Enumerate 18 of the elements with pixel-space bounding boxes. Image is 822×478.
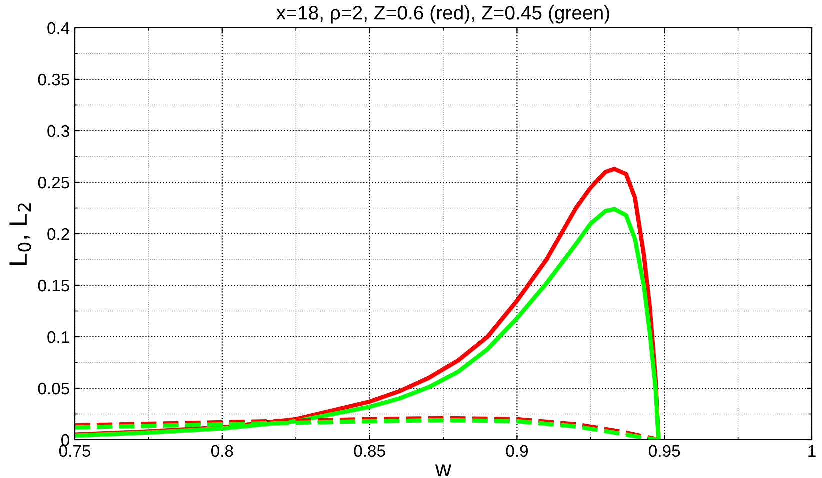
x-tick-label: 0.8 [211, 445, 234, 458]
y-tick-label: 0.4 [48, 22, 70, 34]
y-tick-label: 0.25 [38, 176, 70, 189]
x-tick-label: 0.9 [506, 445, 528, 458]
y-tick-label: 0 [62, 434, 70, 446]
x-tick-label: 0.85 [354, 445, 386, 458]
y-tick-label: 0.35 [38, 74, 70, 86]
y-axis-title: L$_{0}$, L$_{2}$ [10, 204, 32, 265]
y-tick-label: 0.05 [38, 382, 70, 395]
y-tick-label: 0.2 [48, 228, 70, 240]
y-tick-label: 0.15 [38, 280, 70, 292]
x-tick-label: 0.75 [59, 445, 91, 458]
y-tick-label: 0.1 [48, 331, 70, 344]
x-axis-title: w [435, 464, 452, 476]
x-tick-label: 0.95 [649, 445, 680, 458]
x-tick-label: 1 [808, 445, 816, 457]
chart-title: x=18, ρ=2, Z=0.6 (red), Z=0.45 (green) [276, 6, 610, 24]
y-tick-label: 0.3 [48, 125, 70, 138]
